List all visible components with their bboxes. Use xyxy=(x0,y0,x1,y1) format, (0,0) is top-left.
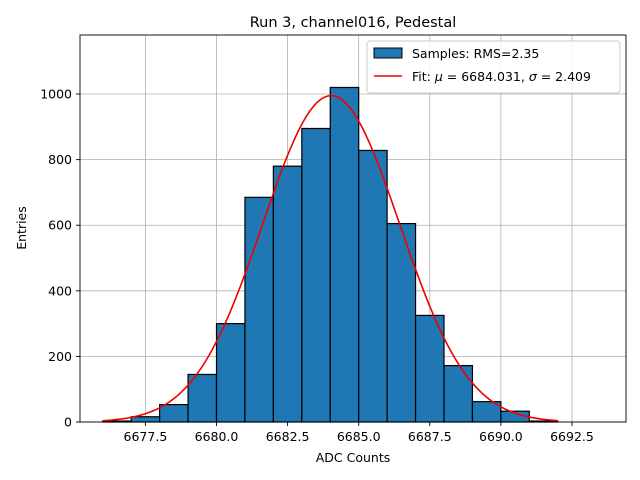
chart-title: Run 3, channel016, Pedestal xyxy=(250,15,457,31)
legend-fit-prefix: Fit: xyxy=(412,69,435,84)
fit-curve xyxy=(102,94,558,422)
legend-samples-label: Samples: RMS=2.35 xyxy=(412,46,539,61)
histogram-bar xyxy=(187,373,218,423)
y-tick-label: 600 xyxy=(48,218,72,233)
legend-sigma-symbol: σ xyxy=(529,69,538,84)
axis-ticks: 6677.5 6680.0 6682.5 6685.0 6687.5 6690.0 6692… xyxy=(40,87,594,444)
y-tick-label: 200 xyxy=(48,349,72,364)
x-tick-label: 6687.5 xyxy=(408,429,452,444)
histogram-bar xyxy=(386,222,417,423)
legend-mu-symbol: μ xyxy=(434,69,443,84)
legend-box xyxy=(366,40,621,94)
y-tick-label: 400 xyxy=(48,283,72,298)
x-tick-label: 6692.5 xyxy=(550,429,594,444)
legend-samples-swatch xyxy=(373,47,403,59)
histogram-bar xyxy=(130,416,161,423)
y-axis-label: Entries xyxy=(14,206,29,250)
histogram-bar xyxy=(414,314,445,423)
x-axis-label: ADC Counts xyxy=(316,450,391,465)
y-tick-label: 1000 xyxy=(40,87,72,102)
x-tick-label: 6685.0 xyxy=(337,429,381,444)
plot-frame xyxy=(79,34,627,423)
histogram-bar xyxy=(329,86,360,423)
y-tick-label: 800 xyxy=(48,152,72,167)
x-tick-label: 6677.5 xyxy=(124,429,168,444)
legend-fit-label: Fit: μ = 6684.031, σ = 2.409 xyxy=(412,69,591,84)
x-tick-label: 6690.0 xyxy=(479,429,523,444)
histogram-bar xyxy=(215,323,246,423)
histogram-bar xyxy=(301,127,331,423)
x-tick-label: 6680.0 xyxy=(195,429,239,444)
histogram-bar xyxy=(244,196,274,423)
histogram-bar xyxy=(358,149,388,423)
x-tick-label: 6682.5 xyxy=(266,429,310,444)
histogram-bar xyxy=(159,404,189,423)
legend-sigma-value: = 2.409 xyxy=(537,69,591,84)
histogram-bar xyxy=(272,165,303,423)
histogram-bars xyxy=(102,86,559,423)
histogram-bar xyxy=(443,364,474,423)
y-tick-label: 0 xyxy=(64,415,72,430)
legend-mu-value: = 6684.031, xyxy=(443,69,529,84)
legend: Samples: RMS=2.35 Fit: μ = 6684.031, σ =… xyxy=(366,40,621,94)
